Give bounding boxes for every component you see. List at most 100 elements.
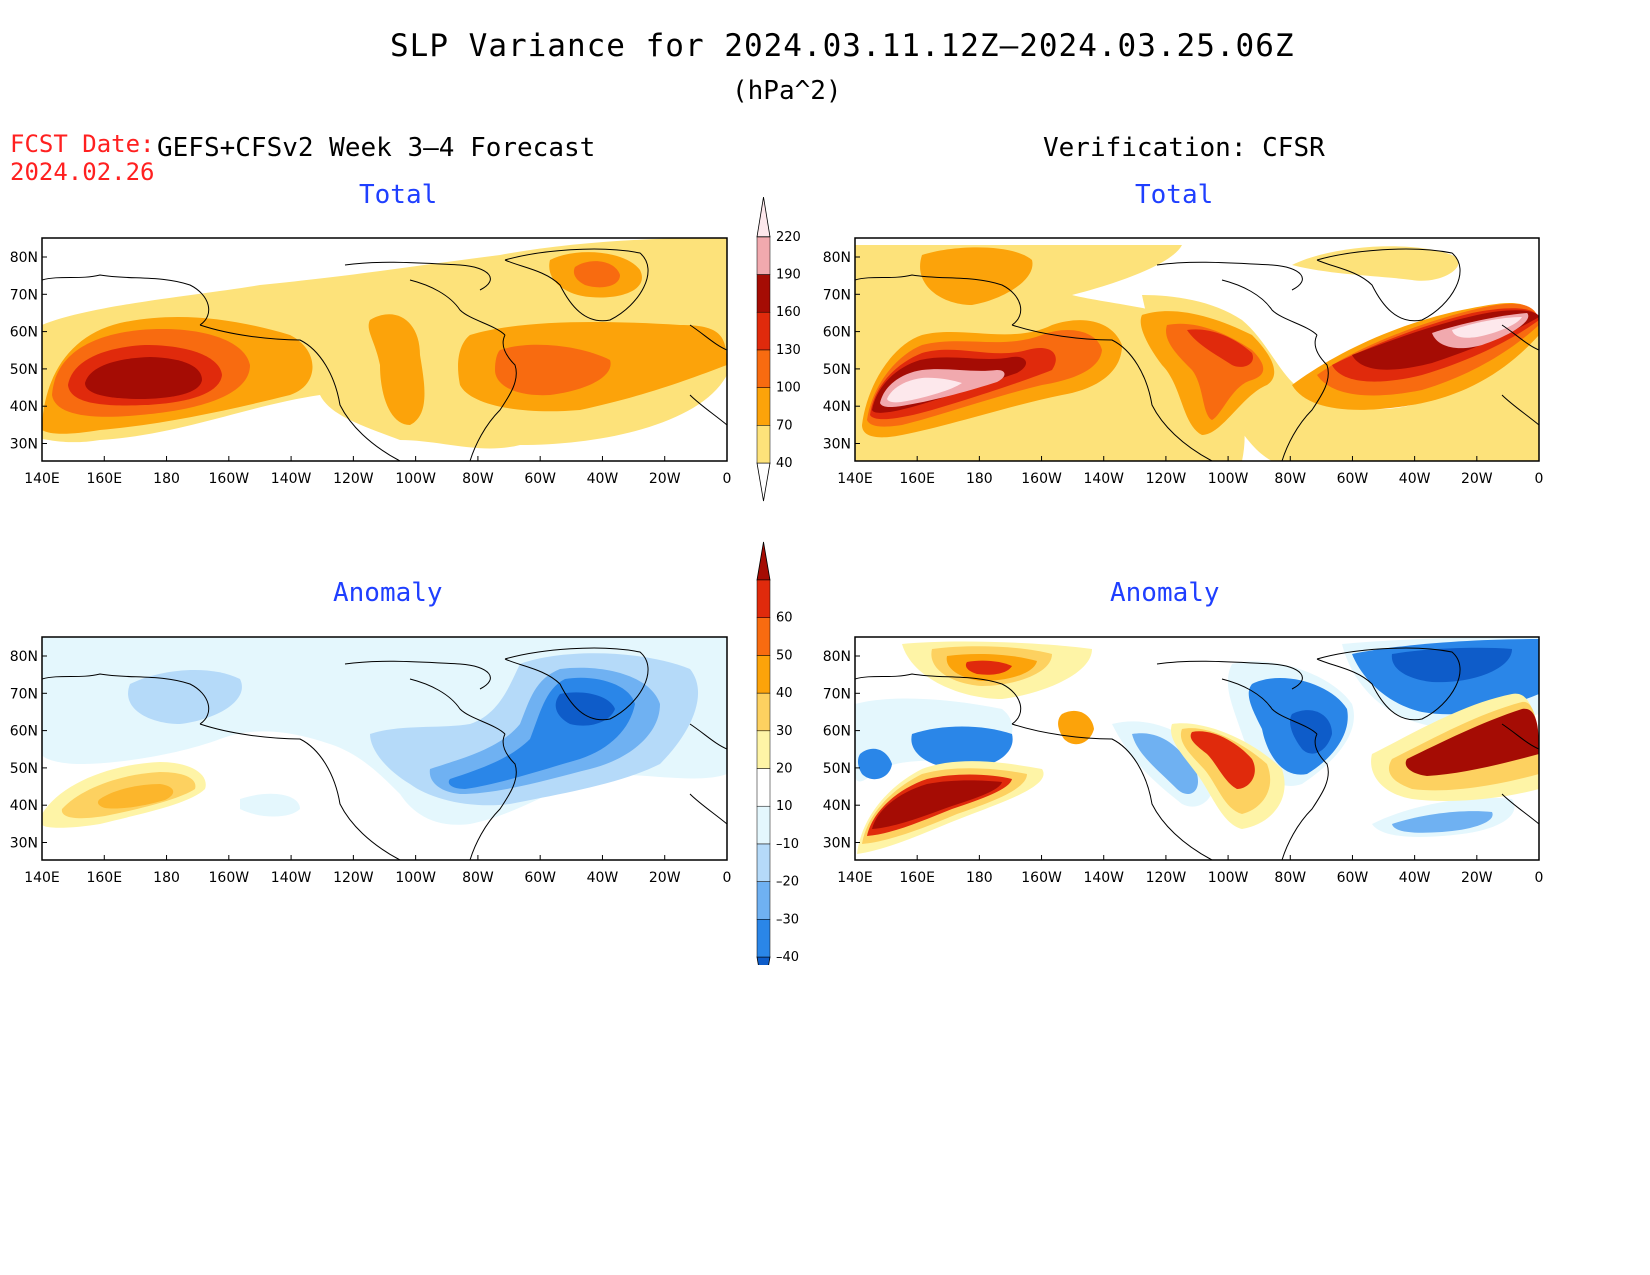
verification-anomaly-title: Anomaly <box>1110 578 1220 608</box>
lon-tick-label: 120W <box>333 471 374 487</box>
colorbar-label: –20 <box>776 875 799 890</box>
lon-tick-label: 180 <box>153 471 180 487</box>
lat-tick-label: 60N <box>10 325 38 341</box>
colorbar-swatch <box>756 425 771 464</box>
lon-tick-label: 140E <box>837 870 873 886</box>
lon-axis-c: 140E 160E 180 160W 140W 120W 100W 80W 60W 40W 20W 0 <box>24 855 731 886</box>
lon-tick-label: 40W <box>1399 870 1431 886</box>
fcst-date-label: FCST Date: <box>10 130 155 158</box>
anomaly-colorbar: –40 –30 –20 –10 10 20 30 40 50 60 <box>756 541 799 965</box>
colorbar-label: 30 <box>776 724 793 739</box>
lon-tick-label: 100W <box>1208 471 1249 487</box>
lon-tick-label: 160W <box>1021 870 1062 886</box>
lon-tick-label: 160E <box>86 471 122 487</box>
lat-axis-a: 80N 70N 60N 50N 40N 30N <box>10 250 47 453</box>
lon-tick-label: 180 <box>153 870 180 886</box>
lon-tick-label: 20W <box>649 870 681 886</box>
lon-tick-label: 140W <box>271 471 312 487</box>
variance-contour-70b <box>368 314 425 425</box>
lon-tick-label: 20W <box>1461 870 1493 886</box>
colorbar-swatch <box>756 387 771 426</box>
colorbar-label: 100 <box>776 381 801 396</box>
lon-tick-label: 120W <box>1146 471 1187 487</box>
colorbar-swatch <box>756 730 771 769</box>
lon-axis-a: 140E 160E 180 160W 140W 120W 100W 80W 60W 40W 20W 0 <box>24 456 731 487</box>
lat-axis-d: 80N 70N 60N 50N 40N 30N <box>823 649 860 852</box>
lon-tick-label: 140W <box>1083 471 1124 487</box>
colorbar-swatch <box>756 768 771 807</box>
lon-tick-label: 40W <box>587 870 619 886</box>
lat-tick-label: 70N <box>823 287 851 303</box>
variance-contour-100c <box>573 261 620 288</box>
colorbar-label: 40 <box>776 686 793 701</box>
lat-tick-label: 70N <box>10 287 38 303</box>
lat-tick-label: 40N <box>10 399 38 415</box>
lon-tick-label: 160E <box>86 870 122 886</box>
colorbar-label: 20 <box>776 762 793 777</box>
lon-tick-label: 80W <box>462 870 494 886</box>
lon-tick-label: 60W <box>1337 471 1369 487</box>
coastline <box>42 248 727 461</box>
variance-contour-70 <box>920 247 1033 305</box>
lon-tick-label: 80W <box>1274 471 1306 487</box>
lat-tick-label: 40N <box>823 399 851 415</box>
lon-tick-label: 20W <box>649 471 681 487</box>
colorbar-label: 130 <box>776 343 801 358</box>
colorbar-swatch <box>756 919 771 958</box>
colorbar-label: –30 <box>776 912 799 927</box>
lat-tick-label: 30N <box>10 836 38 852</box>
colorbar-label: –10 <box>776 837 799 852</box>
forecast-header: GEFS+CFSv2 Week 3–4 Forecast <box>157 133 596 163</box>
colorbar-label: 220 <box>776 230 801 245</box>
lon-tick-label: 100W <box>395 471 436 487</box>
forecast-anomaly-title: Anomaly <box>333 578 443 608</box>
colorbar-swatch <box>756 805 771 845</box>
variance-contour-100b <box>495 344 611 396</box>
verification-total-map: 80N 70N 60N 50N 40N 30N 140E 160E 180 160W 140W 12… <box>823 237 1544 487</box>
lon-tick-label: 20W <box>1461 471 1493 487</box>
lat-tick-label: 30N <box>823 836 851 852</box>
lat-tick-label: 50N <box>823 761 851 777</box>
colorbar-swatch <box>756 881 771 920</box>
coastline <box>855 647 1539 860</box>
colorbar-swatch <box>756 692 771 732</box>
colorbar-label: 70 <box>776 418 793 433</box>
forecast-anomaly-map: 80N 70N 60N 50N 40N 30N 140E 160E 180 160W 140W 12… <box>10 636 731 886</box>
lon-tick-label: 140W <box>1083 870 1124 886</box>
lon-tick-label: 120W <box>1146 870 1187 886</box>
variance-contour-160 <box>85 357 202 399</box>
colorbar-label: 40 <box>776 456 793 471</box>
lon-tick-label: 80W <box>1274 870 1306 886</box>
colorbar-label: 60 <box>776 611 793 626</box>
lon-tick-label: 160W <box>1021 471 1062 487</box>
lon-tick-label: 40W <box>1399 471 1431 487</box>
lat-tick-label: 30N <box>823 437 851 453</box>
anomaly-contour-neg20 <box>128 669 242 724</box>
lat-tick-label: 60N <box>823 724 851 740</box>
anomaly-colorbar-swatches <box>756 541 771 965</box>
forecast-total-title: Total <box>359 180 438 210</box>
lon-tick-label: 160W <box>209 870 250 886</box>
lat-tick-label: 80N <box>10 649 38 665</box>
lon-tick-label: 100W <box>395 870 436 886</box>
colorbar-swatch <box>756 236 771 275</box>
lat-tick-label: 80N <box>10 250 38 266</box>
forecast-total-map: 80N 70N 60N 50N 40N 30N 140E 160E 180 160W 140W 12… <box>10 237 731 487</box>
total-colorbar-labels: 40 70 100 130 160 190 220 <box>776 230 801 471</box>
lon-tick-label: 160E <box>899 471 935 487</box>
lon-tick-label: 60W <box>524 471 556 487</box>
lon-tick-label: 180 <box>966 870 993 886</box>
colorbar-swatch <box>756 274 771 313</box>
verification-total-title: Total <box>1135 180 1214 210</box>
lon-tick-label: 0 <box>1535 471 1544 487</box>
lat-tick-label: 50N <box>10 362 38 378</box>
lat-tick-label: 80N <box>823 649 851 665</box>
colorbar-swatch <box>756 843 771 882</box>
lon-tick-label: 0 <box>723 870 732 886</box>
lon-tick-label: 140E <box>24 471 60 487</box>
figure-title: SLP Variance for 2024.03.11.12Z–2024.03.… <box>390 28 1295 64</box>
units-label: (hPa^2) <box>732 76 842 106</box>
colorbar-swatch <box>756 579 771 618</box>
lon-axis-d: 140E 160E 180 160W 140W 120W 100W 80W 60W 40W 20W 0 <box>837 855 1543 886</box>
lon-tick-label: 0 <box>723 471 732 487</box>
